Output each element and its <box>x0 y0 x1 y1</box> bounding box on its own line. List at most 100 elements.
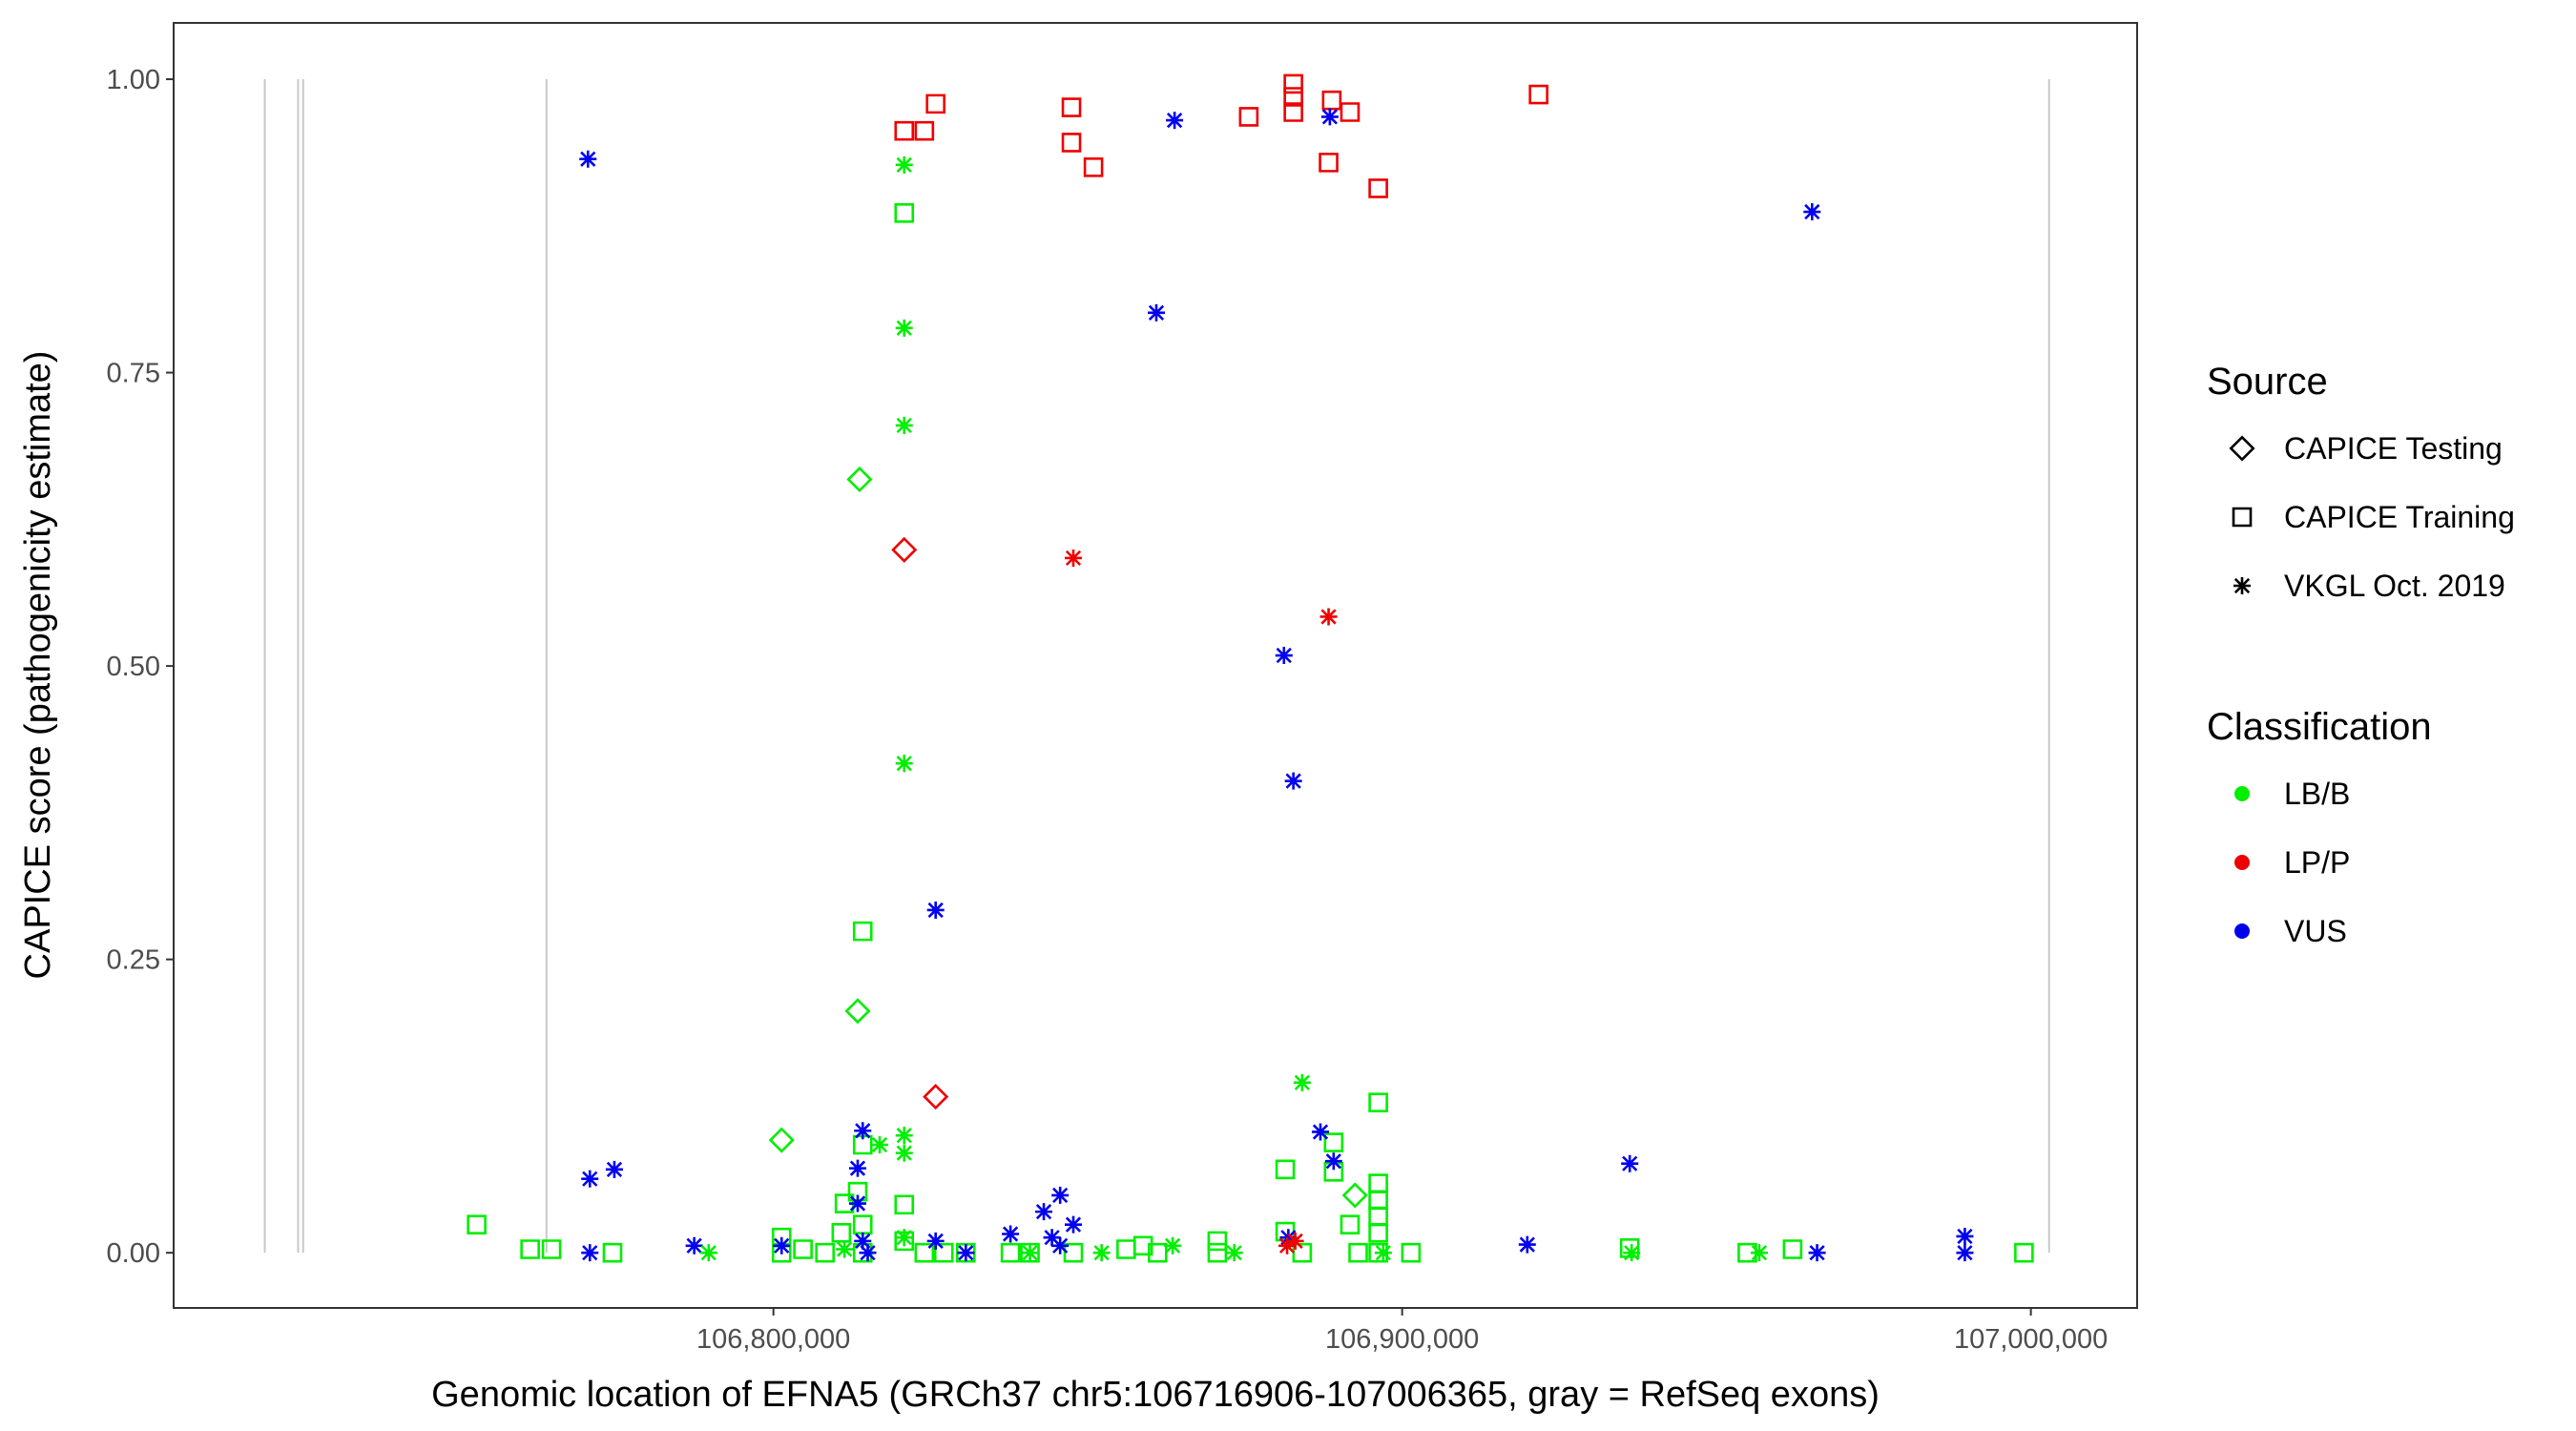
point <box>1341 1182 1368 1209</box>
point <box>579 150 597 168</box>
point <box>1051 1186 1070 1204</box>
point <box>1319 153 1339 173</box>
point <box>467 1214 487 1234</box>
x-axis-label: Genomic location of EFNA5 (GRCh37 chr5:1… <box>431 1375 1880 1415</box>
point <box>1737 1242 1757 1263</box>
point <box>1148 1242 1168 1263</box>
x-tick-label: 106,900,000 <box>1325 1324 1479 1355</box>
point <box>846 466 873 493</box>
point <box>894 1231 915 1252</box>
point <box>2014 1242 2034 1263</box>
point <box>1782 1239 1803 1259</box>
point <box>793 1239 813 1259</box>
point <box>854 1232 872 1250</box>
point <box>1293 1073 1311 1091</box>
point <box>1092 1244 1111 1262</box>
legend-symbol <box>2234 855 2250 870</box>
point <box>895 156 913 174</box>
point <box>1368 178 1388 198</box>
point <box>1000 1242 1021 1263</box>
point <box>541 1239 562 1259</box>
point <box>956 1242 976 1263</box>
point <box>895 755 913 773</box>
point <box>847 1181 868 1202</box>
point <box>852 1214 873 1234</box>
point <box>894 1194 915 1215</box>
point <box>1283 102 1303 122</box>
point <box>1147 303 1165 321</box>
point <box>933 1242 954 1263</box>
legend-label: CAPICE Testing <box>2284 431 2503 466</box>
point <box>581 1170 599 1188</box>
point <box>1286 1232 1304 1250</box>
point <box>848 1159 866 1177</box>
point <box>1065 549 1082 567</box>
point <box>831 1222 852 1243</box>
point <box>854 1122 872 1140</box>
legend-symbol <box>2229 435 2255 462</box>
point <box>1340 102 1361 122</box>
point <box>895 319 913 337</box>
legend: Source CAPICE Testing CAPICE Training VKGL … <box>2207 361 2515 948</box>
point <box>602 1242 623 1263</box>
legend-symbol <box>2233 577 2251 594</box>
y-tick-label: 1.00 <box>107 65 160 95</box>
point <box>685 1236 703 1255</box>
point <box>1275 647 1293 665</box>
point <box>1020 1242 1040 1263</box>
point <box>1132 1235 1153 1256</box>
point <box>699 1244 717 1262</box>
x-tick-label: 107,000,000 <box>1954 1324 2108 1355</box>
legend-title: Classification <box>2207 706 2432 748</box>
legend-symbol <box>2232 507 2253 528</box>
y-tick-label: 0.00 <box>107 1238 160 1269</box>
point <box>1374 1244 1392 1262</box>
point <box>768 1127 795 1153</box>
point <box>1166 112 1184 130</box>
legend-label: CAPICE Training <box>2284 500 2515 534</box>
point <box>1275 1159 1296 1180</box>
point <box>895 1144 913 1162</box>
point <box>815 1242 836 1263</box>
legend-symbol <box>2234 786 2250 801</box>
point <box>1279 1229 1298 1247</box>
point <box>1401 1242 1422 1263</box>
point <box>1340 1214 1361 1234</box>
point <box>1623 1244 1641 1262</box>
point <box>895 416 913 434</box>
point <box>1348 1242 1368 1263</box>
point <box>1956 1227 1974 1245</box>
point <box>1061 97 1082 117</box>
point <box>891 536 918 563</box>
point <box>605 1160 623 1178</box>
point <box>836 1240 854 1258</box>
point <box>1368 1242 1388 1263</box>
point <box>1207 1242 1228 1263</box>
point <box>1083 157 1104 177</box>
point <box>1002 1225 1020 1243</box>
point <box>1043 1229 1061 1247</box>
point <box>1051 1236 1070 1255</box>
point <box>581 1244 599 1262</box>
point <box>1368 1222 1388 1243</box>
y-axis-label: CAPICE score (pathogenicity estimate) <box>18 351 58 980</box>
y-tick-label: 0.25 <box>107 945 160 976</box>
point <box>914 120 935 141</box>
plot-area <box>263 73 2050 1263</box>
point <box>1750 1244 1768 1262</box>
point <box>1035 1203 1053 1221</box>
point <box>871 1136 889 1154</box>
legend-label: VKGL Oct. 2019 <box>2284 569 2505 603</box>
point <box>1284 772 1302 790</box>
point <box>926 1232 945 1250</box>
point <box>1619 1237 1640 1258</box>
point <box>1956 1244 1974 1262</box>
point <box>1323 1132 1344 1152</box>
point <box>895 1127 913 1145</box>
point <box>1320 108 1339 126</box>
point <box>923 1084 949 1110</box>
point <box>1528 84 1548 105</box>
x-tick-label: 106,800,000 <box>696 1324 850 1355</box>
